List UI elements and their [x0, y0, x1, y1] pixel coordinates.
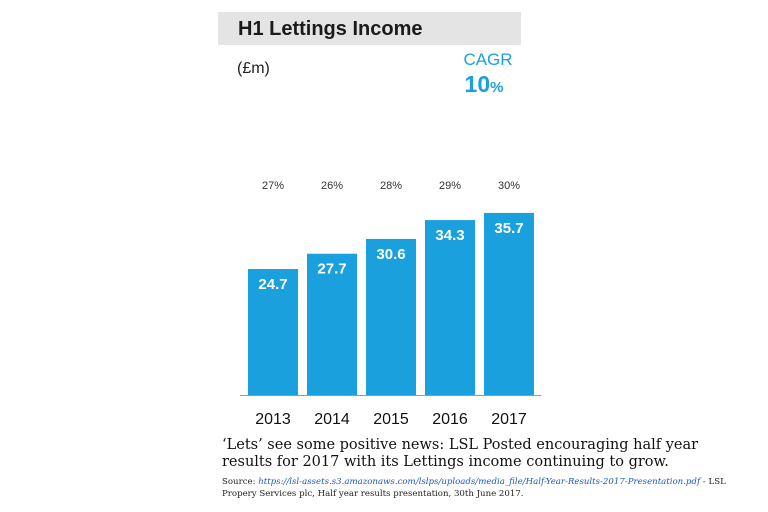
percent-label-2013: 27% — [262, 180, 284, 192]
x-tick-label-2016: 2016 — [432, 411, 468, 428]
source-link[interactable]: https://lsl-assets.s3.amazonaws.com/lslp… — [258, 477, 701, 487]
percent-label-2017: 30% — [498, 180, 520, 192]
percent-label-2016: 29% — [439, 180, 461, 192]
caption: ‘Lets’ see some positive news: LSL Poste… — [222, 437, 699, 470]
bar-2017 — [484, 212, 534, 395]
bar-2013 — [248, 269, 298, 395]
x-tick-label-2013: 2013 — [255, 411, 291, 428]
x-tick-label-2015: 2015 — [373, 411, 409, 428]
bar-2014 — [307, 253, 357, 395]
source-suffix: - LSL Propery Services plc, Half year re… — [222, 477, 726, 499]
percent-label-2015: 28% — [380, 180, 402, 192]
x-tick-label-2014: 2014 — [314, 411, 350, 428]
cagr-percent-sign: % — [490, 79, 504, 96]
chart-title: H1 Lettings Income — [238, 18, 423, 40]
x-tick-label-2017: 2017 — [491, 411, 527, 428]
bar-value-label-2015: 30.6 — [376, 246, 405, 263]
bar-2016 — [425, 220, 475, 395]
bar-value-label-2017: 35.7 — [494, 220, 523, 237]
bar-2015 — [366, 238, 416, 395]
chart-title-bar: H1 Lettings Income — [218, 12, 521, 45]
cagr-number: 10 — [464, 71, 491, 97]
bar-value-label-2014: 27.7 — [317, 261, 346, 278]
source-note: Source: https://lsl-assets.s3.amazonaws.… — [222, 476, 762, 500]
unit-label: (£m) — [237, 60, 270, 77]
cagr-value: 10% — [458, 71, 510, 98]
percent-label-2014: 26% — [321, 180, 343, 192]
bar-value-label-2016: 34.3 — [435, 227, 464, 244]
cagr-label: CAGR — [463, 50, 513, 69]
source-prefix: Source: — [222, 477, 259, 487]
bar-value-label-2013: 24.7 — [258, 276, 287, 293]
